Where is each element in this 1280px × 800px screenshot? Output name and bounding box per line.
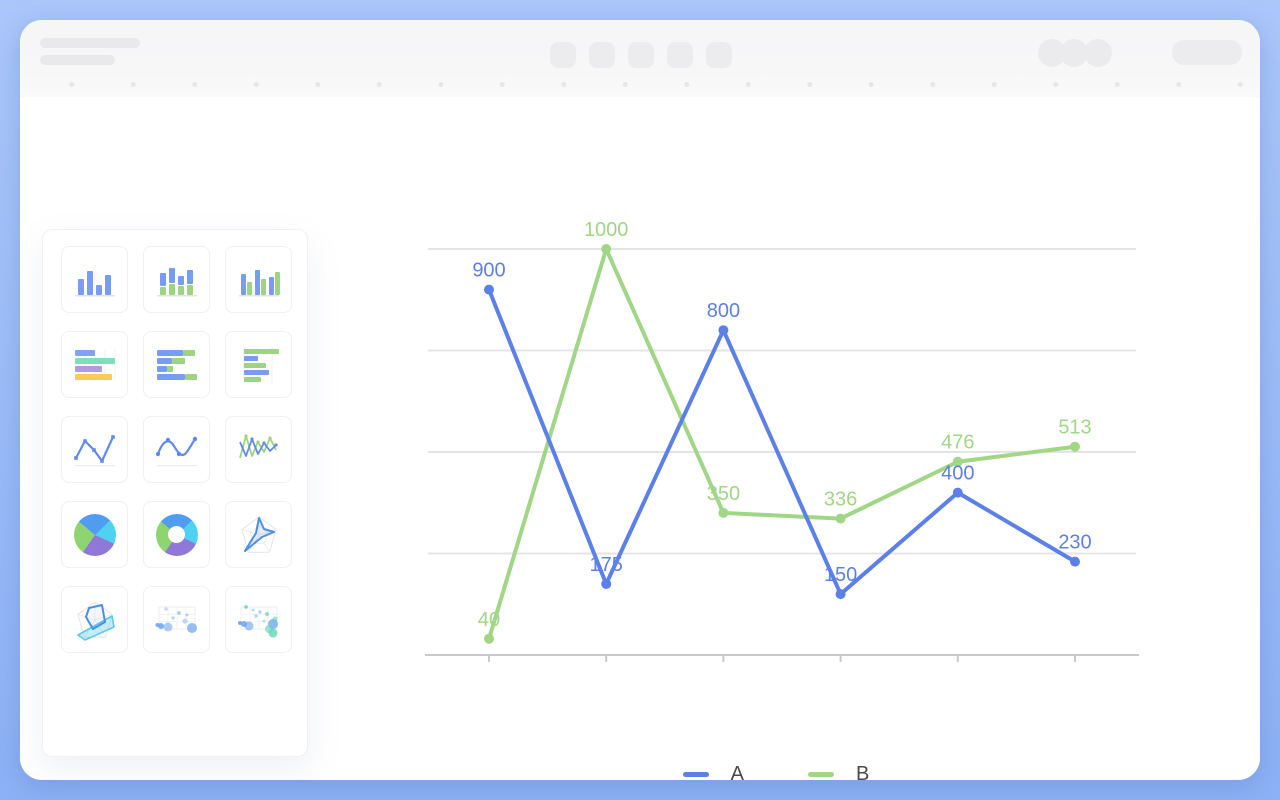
donut-chart-icon <box>155 513 198 556</box>
pie-chart-icon <box>73 513 116 556</box>
svg-text:150: 150 <box>824 564 857 586</box>
svg-text:800: 800 <box>707 300 740 322</box>
toolbar-action-placeholder[interactable] <box>1172 40 1242 65</box>
chart-type-pie[interactable] <box>61 501 128 568</box>
toolbar-button-placeholder[interactable] <box>550 42 576 68</box>
svg-text:400: 400 <box>941 463 974 485</box>
chart-type-line[interactable] <box>61 416 128 483</box>
bubble-chart-icon <box>155 606 197 633</box>
chart-type-paired-horizontal-bar[interactable] <box>225 331 292 398</box>
svg-text:476: 476 <box>941 432 974 454</box>
chart-type-horizontal-bar[interactable] <box>61 331 128 398</box>
svg-text:40: 40 <box>478 609 500 631</box>
toolbar-button-placeholder[interactable] <box>706 42 732 68</box>
multi-series-bubble-chart-icon <box>237 604 278 637</box>
tab-strip-dots <box>41 80 1246 89</box>
legend-item[interactable]: A <box>682 762 744 781</box>
svg-text:350: 350 <box>707 483 740 505</box>
chart-type-panel <box>42 229 308 757</box>
window-title-placeholder <box>40 38 140 48</box>
chart-type-grouped-bar[interactable] <box>225 246 292 313</box>
paired-horizontal-bar-chart-icon <box>243 346 279 383</box>
chart-type-bar[interactable] <box>61 246 128 313</box>
toolbar-avatar-placeholder[interactable] <box>1060 39 1088 67</box>
chart-type-multi-radar[interactable] <box>61 586 128 653</box>
legend-label: A <box>730 762 744 781</box>
toolbar-avatar-placeholder[interactable] <box>1084 39 1112 67</box>
smooth-line-chart-icon <box>155 436 197 466</box>
window-toolbar <box>20 20 1260 97</box>
chart-type-stacked-bar[interactable] <box>143 246 210 313</box>
radar-chart-icon <box>240 515 277 553</box>
toolbar-button-placeholder[interactable] <box>589 42 615 68</box>
chart-type-donut[interactable] <box>143 501 210 568</box>
svg-text:336: 336 <box>824 489 857 511</box>
svg-text:230: 230 <box>1058 532 1091 554</box>
multi-line-chart-icon <box>238 433 278 458</box>
line-chart: 40 1000 350 336 476 513 900 175 800 150 400 230 <box>425 219 1139 662</box>
legend-label: B <box>856 762 870 781</box>
stacked-bar-chart-icon <box>156 267 197 296</box>
chart-type-stacked-horizontal-bar[interactable] <box>143 331 210 398</box>
line-chart-icon <box>73 434 115 466</box>
chart-type-multi-line[interactable] <box>225 416 292 483</box>
svg-text:175: 175 <box>590 554 623 576</box>
chart-type-smooth-line[interactable] <box>143 416 210 483</box>
svg-text:513: 513 <box>1058 417 1091 439</box>
grouped-bar-chart-icon <box>238 269 280 296</box>
chart-type-multi-bubble[interactable] <box>225 586 292 653</box>
svg-text:1000: 1000 <box>584 219 629 241</box>
legend-item[interactable]: B <box>808 762 870 781</box>
chart-type-bubble[interactable] <box>143 586 210 653</box>
toolbar-button-placeholder[interactable] <box>667 42 693 68</box>
multi-radar-chart-icon <box>76 600 115 641</box>
window-subtitle-placeholder <box>40 55 115 65</box>
legend-swatch <box>682 771 709 777</box>
bar-chart-icon <box>74 270 115 296</box>
horizontal-bar-chart-icon <box>74 348 115 381</box>
chart-type-radar[interactable] <box>225 501 292 568</box>
toolbar-button-placeholder[interactable] <box>628 42 654 68</box>
legend-swatch <box>808 771 834 777</box>
svg-text:900: 900 <box>472 260 505 282</box>
stacked-horizontal-bar-chart-icon <box>156 349 197 380</box>
